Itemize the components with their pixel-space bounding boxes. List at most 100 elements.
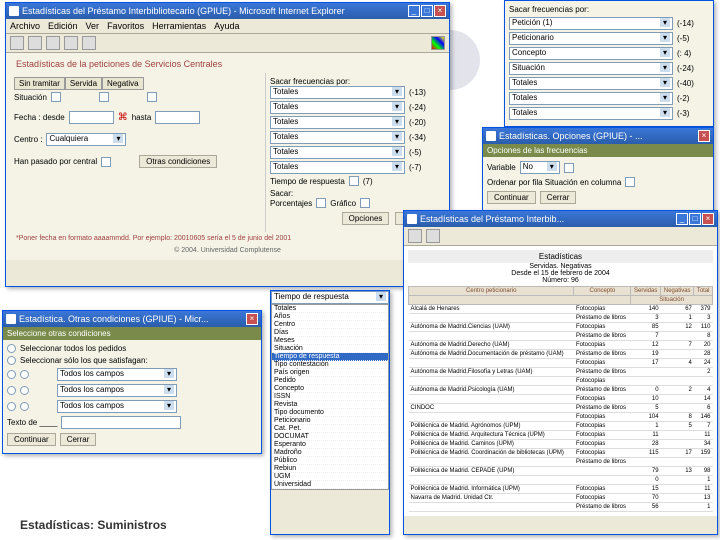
cond-radio[interactable] — [7, 386, 16, 395]
texto-input[interactable] — [61, 416, 181, 429]
tab[interactable]: Sin tramitar — [14, 77, 65, 90]
freq-select[interactable]: Concepto — [509, 47, 673, 60]
toolbar[interactable] — [404, 227, 717, 246]
list-item[interactable]: Peticionario — [272, 417, 388, 425]
cal-icon[interactable]: ⌘ — [118, 112, 128, 123]
list-item[interactable]: Meses — [272, 337, 388, 345]
cond-radio[interactable] — [20, 386, 29, 395]
home-icon[interactable] — [82, 36, 96, 50]
freq-select[interactable]: Totales — [270, 146, 405, 159]
cond-radio[interactable] — [7, 370, 16, 379]
freq-select[interactable]: Petición (1) — [509, 17, 673, 30]
porcentajes-check[interactable] — [316, 198, 326, 208]
continuar-button[interactable]: Continuar — [487, 191, 536, 204]
centro-select[interactable]: Cualquiera — [46, 133, 126, 146]
list-item[interactable]: Pedido — [272, 377, 388, 385]
tiempo-select[interactable]: Tiempo de respuesta — [271, 291, 389, 304]
maximize-button[interactable]: □ — [689, 213, 701, 225]
close-button[interactable]: × — [434, 5, 446, 17]
negativa-check[interactable] — [147, 92, 157, 102]
list-item[interactable]: Años — [272, 313, 388, 321]
cond-select[interactable]: Todos los campos — [57, 368, 177, 381]
continuar-button[interactable]: Continuar — [7, 433, 56, 446]
opt1-radio[interactable] — [7, 344, 16, 353]
menu-item[interactable]: Ayuda — [214, 21, 239, 31]
servida-check[interactable] — [99, 92, 109, 102]
list-item[interactable]: Tipo documento — [272, 409, 388, 417]
ordenar-check[interactable] — [625, 177, 635, 187]
menu-item[interactable]: Herramientas — [152, 21, 206, 31]
list-item[interactable]: ISSN — [272, 393, 388, 401]
cond-select[interactable]: Todos los campos — [57, 400, 177, 413]
list-item[interactable]: Universidad — [272, 481, 388, 489]
var-check[interactable] — [564, 163, 574, 173]
menubar[interactable]: Archivo Edición Ver Favoritos Herramientas Ay… — [6, 19, 449, 34]
tiempo-check[interactable] — [349, 176, 359, 186]
menu-item[interactable]: Edición — [48, 21, 78, 31]
list-item[interactable]: País origen — [272, 369, 388, 377]
freq-select[interactable]: Totales — [270, 86, 405, 99]
titlebar[interactable]: Estadísticas. Opciones (GPIUE) - ... × — [483, 128, 713, 144]
opt2-radio[interactable] — [7, 356, 16, 365]
refresh-icon[interactable] — [64, 36, 78, 50]
sintramitar-check[interactable] — [51, 92, 61, 102]
titlebar[interactable]: Estadísticas del Préstamo Interbibliotec… — [6, 3, 449, 19]
list-item[interactable]: Tiempo de respuesta — [272, 353, 388, 361]
cond-radio[interactable] — [20, 370, 29, 379]
opciones-button[interactable]: Opciones — [342, 212, 390, 225]
list-item[interactable]: Público — [272, 457, 388, 465]
freq-select[interactable]: Situación — [509, 62, 673, 75]
freq-select[interactable]: Totales — [509, 77, 673, 90]
status-tabs[interactable]: Sin tramitarServidaNegativa — [14, 77, 261, 90]
list-item[interactable]: Concepto — [272, 385, 388, 393]
minimize-button[interactable]: _ — [408, 5, 420, 17]
maximize-button[interactable]: □ — [421, 5, 433, 17]
close-button[interactable]: × — [698, 130, 710, 142]
list-item[interactable]: Revista — [272, 401, 388, 409]
cerrar-button[interactable]: Cerrar — [60, 433, 97, 446]
otras-cond-button[interactable]: Otras condiciones — [139, 155, 217, 168]
titlebar[interactable]: Estadística. Otras condiciones (GPIUE) -… — [3, 311, 261, 327]
variable-select[interactable]: No — [520, 161, 560, 174]
titlebar[interactable]: Estadísticas del Préstamo Interbib... _ … — [404, 211, 717, 227]
cond-radio[interactable] — [7, 402, 16, 411]
freq-select[interactable]: Totales — [509, 92, 673, 105]
list-item[interactable]: Esperanto — [272, 441, 388, 449]
cerrar-button[interactable]: Cerrar — [540, 191, 577, 204]
fwd-icon[interactable] — [426, 229, 440, 243]
cond-select[interactable]: Todos los campos — [57, 384, 177, 397]
fecha-desde-input[interactable] — [69, 111, 114, 124]
close-button[interactable]: × — [246, 313, 258, 325]
list-item[interactable]: Totales — [272, 305, 388, 313]
back-icon[interactable] — [10, 36, 24, 50]
menu-item[interactable]: Ver — [86, 21, 100, 31]
freq-select[interactable]: Totales — [270, 131, 405, 144]
fecha-hasta-input[interactable] — [155, 111, 200, 124]
list-item[interactable]: UGM — [272, 473, 388, 481]
list-item[interactable]: Madroño — [272, 449, 388, 457]
freq-select[interactable]: Totales — [270, 161, 405, 174]
list-item[interactable]: Centro — [272, 321, 388, 329]
list-item[interactable]: Situación — [272, 345, 388, 353]
list-item[interactable]: Cat. Pet. — [272, 425, 388, 433]
grafico-check[interactable] — [360, 198, 370, 208]
toolbar[interactable] — [6, 34, 449, 53]
menu-item[interactable]: Favoritos — [107, 21, 144, 31]
minimize-button[interactable]: _ — [676, 213, 688, 225]
back-icon[interactable] — [408, 229, 422, 243]
fwd-icon[interactable] — [28, 36, 42, 50]
freq-select[interactable]: Totales — [270, 101, 405, 114]
list-item[interactable]: DOCUMAT — [272, 433, 388, 441]
tab[interactable]: Negativa — [102, 77, 144, 90]
close-button[interactable]: × — [702, 213, 714, 225]
freq-select[interactable]: Peticionario — [509, 32, 673, 45]
list-item[interactable]: Días — [272, 329, 388, 337]
list-item[interactable]: Rebiun — [272, 465, 388, 473]
hanpasado-check[interactable] — [101, 157, 111, 167]
tab[interactable]: Servida — [65, 77, 102, 90]
list-item[interactable]: Tipo contestación — [272, 361, 388, 369]
freq-select[interactable]: Totales — [509, 107, 673, 120]
freq-select[interactable]: Totales — [270, 116, 405, 129]
tiempo-list[interactable]: TotalesAñosCentroDíasMesesSituaciónTiemp… — [271, 304, 389, 490]
menu-item[interactable]: Archivo — [10, 21, 40, 31]
